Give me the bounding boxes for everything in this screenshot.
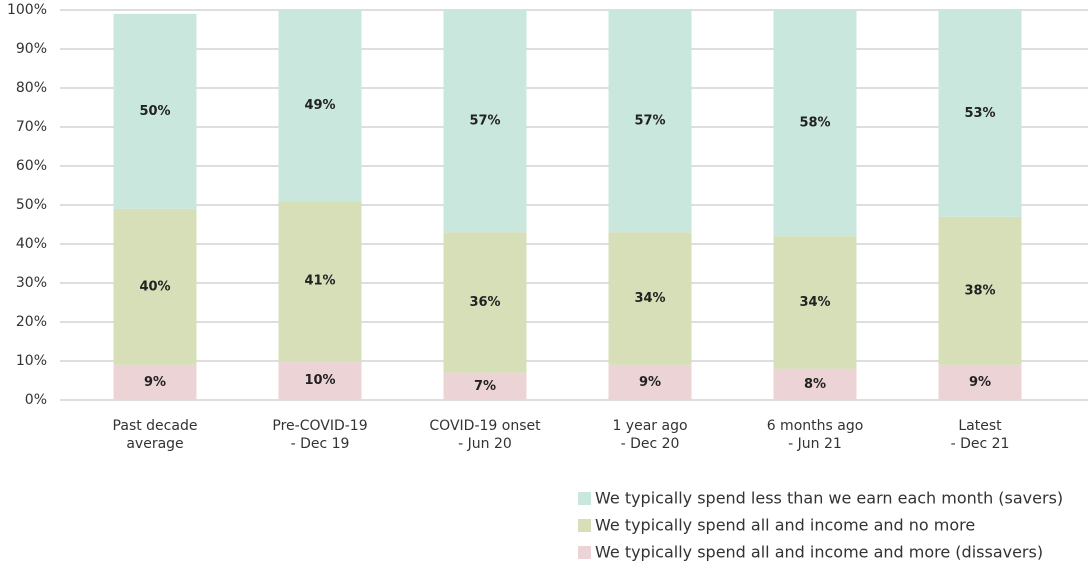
legend-label: We typically spend all and income and mo… [595,543,1043,562]
value-label: 8% [804,377,826,392]
value-label: 34% [799,295,830,310]
x-tick-label: Pre-COVID-19 [272,418,367,434]
bar-segment [443,372,527,400]
value-label: 50% [139,104,170,119]
y-tick-label: 80% [16,80,47,96]
value-label: 58% [799,116,830,131]
value-label: 10% [304,373,335,388]
y-tick-label: 30% [16,275,47,291]
bar-segment [443,10,527,233]
bar-segment [113,364,197,400]
y-tick-label: 50% [16,197,47,213]
y-tick-label: 40% [16,236,47,252]
value-label: 57% [469,114,500,129]
value-label: 9% [639,375,661,390]
x-tick-label: Latest [958,418,1002,434]
value-label: 40% [139,279,170,294]
value-label: 36% [469,295,500,310]
y-tick-label: 20% [16,314,47,330]
x-tick-label: - Dec 20 [621,436,680,452]
bar-segment [278,10,362,202]
value-label: 41% [304,274,335,289]
x-tick-label: - Dec 21 [951,436,1010,452]
y-tick-label: 70% [16,119,47,135]
bar-segment [443,232,527,373]
value-label: 49% [304,98,335,113]
x-tick-label: - Jun 21 [788,436,842,452]
x-tick-label: COVID-19 onset [429,418,541,434]
value-label: 57% [634,114,665,129]
value-label: 9% [144,375,166,390]
bar-segment [113,208,197,365]
y-tick-label: 100% [7,2,47,18]
x-tick-label: average [126,436,183,452]
bar-segment [773,10,857,237]
value-label: 34% [634,291,665,306]
bar-segment [938,364,1022,400]
bar-segment [773,236,857,369]
bar-segment [773,368,857,400]
bar-segment [278,201,362,361]
legend-label: We typically spend all and income and no… [595,516,975,535]
bar-segment [608,10,692,233]
bar-segment [278,361,362,400]
x-tick-label: 6 months ago [767,418,864,434]
bar-segment [608,364,692,400]
bar-segment [938,10,1022,217]
legend-swatch [578,546,591,559]
bar-segment [113,13,197,209]
y-tick-label: 90% [16,41,47,57]
legend-label: We typically spend less than we earn eac… [595,489,1063,508]
x-tick-label: - Dec 19 [291,436,350,452]
value-label: 38% [964,283,995,298]
legend-swatch [578,519,591,532]
x-tick-label: - Jun 20 [458,436,512,452]
value-label: 9% [969,375,991,390]
y-tick-label: 60% [16,158,47,174]
x-tick-label: Past decade [113,418,198,434]
y-tick-label: 0% [25,392,47,408]
legend-swatch [578,492,591,505]
bar-segment [938,216,1022,365]
value-label: 7% [474,379,496,394]
x-tick-label: 1 year ago [612,418,687,434]
bar-segment [608,232,692,365]
value-label: 53% [964,106,995,121]
y-tick-label: 10% [16,353,47,369]
